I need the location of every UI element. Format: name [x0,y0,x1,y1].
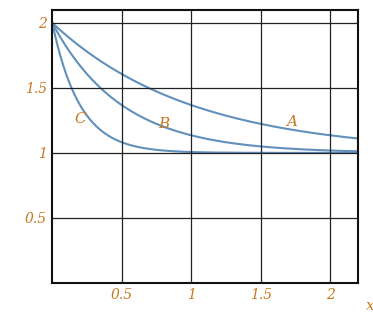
Text: B: B [158,117,169,131]
X-axis label: x: x [366,299,373,313]
Text: C: C [74,112,86,126]
Text: A: A [286,115,297,129]
